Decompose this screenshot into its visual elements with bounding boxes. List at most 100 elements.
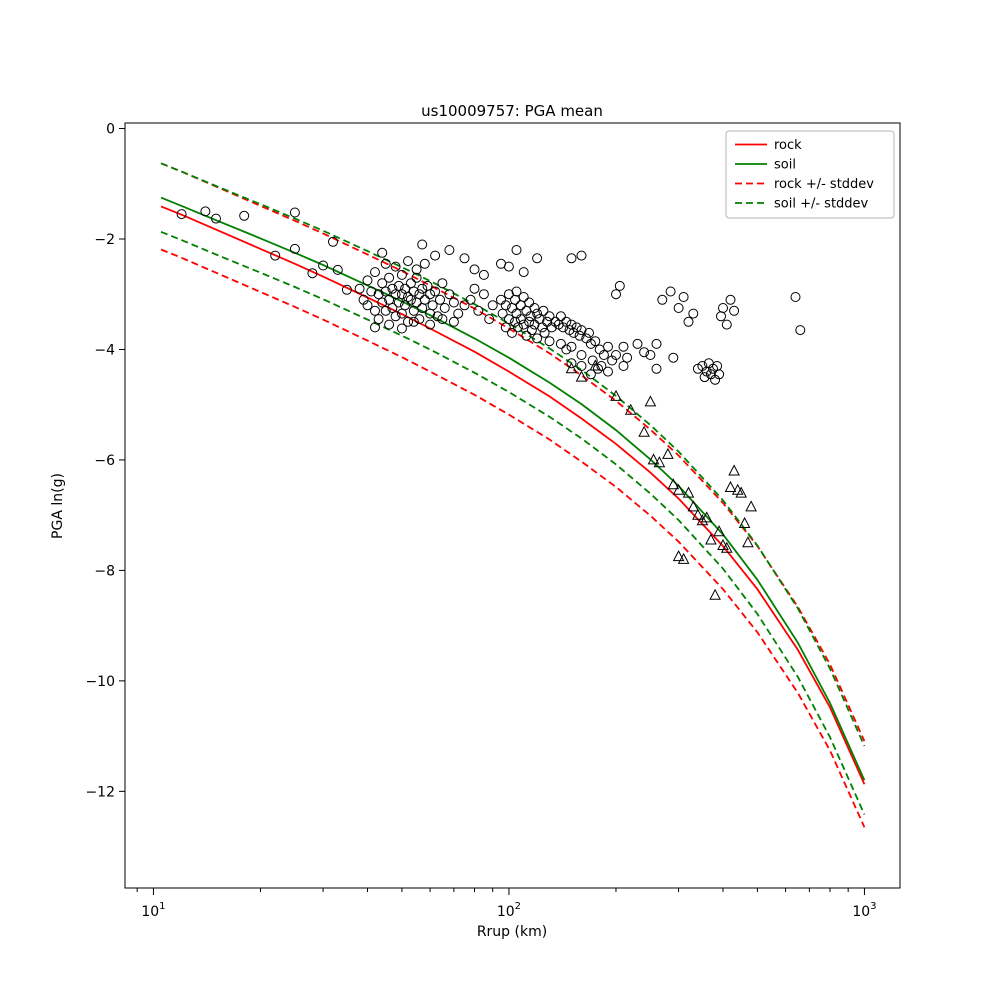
station-point-circle <box>366 286 377 297</box>
x-axis-ticks: 101 102 103 <box>136 888 877 920</box>
station-point-circle <box>503 289 514 300</box>
station-point-circle <box>448 316 459 327</box>
station-point-triangle <box>700 511 713 523</box>
station-point-circle <box>576 361 587 371</box>
station-point-circle <box>651 363 662 374</box>
station-point-circle <box>566 358 577 369</box>
station-point-circle <box>716 311 726 322</box>
station-point-circle <box>555 338 566 349</box>
station-point-circle <box>425 289 436 300</box>
station-point-circle <box>396 289 407 300</box>
station-point-triangle <box>728 464 740 476</box>
station-point-circle <box>414 289 425 300</box>
x-tick-label: 103 <box>852 901 876 920</box>
station-point-circle <box>611 289 621 300</box>
station-point-circle <box>593 363 603 374</box>
station-point-circle <box>544 311 555 322</box>
station-point-circle <box>377 247 388 258</box>
station-point-circle <box>459 300 470 311</box>
station-point-circle <box>790 292 801 302</box>
station-point-circle <box>525 311 536 322</box>
soil-mean-line <box>160 196 866 781</box>
station-point-circle <box>532 333 543 344</box>
station-point-circle <box>639 347 650 358</box>
station-point-circle <box>544 336 555 347</box>
station-point-circle <box>529 303 540 313</box>
station-point-circle <box>437 314 448 325</box>
station-point-circle <box>448 297 459 308</box>
station-point-circle <box>427 300 438 311</box>
station-point-circle <box>390 261 401 272</box>
station-point-circle <box>618 361 629 371</box>
station-point-circle <box>524 297 535 308</box>
station-point-circle <box>417 283 428 294</box>
x-axis-label: Rrup (km) <box>477 924 547 940</box>
station-point-circle <box>403 316 413 327</box>
station-point-triangle <box>720 541 733 553</box>
station-point-circle <box>473 305 484 316</box>
station-point-circle <box>362 300 373 311</box>
station-point-triangle <box>589 359 602 371</box>
rock-plus-stddev-line <box>160 162 866 742</box>
station-point-circle <box>358 294 369 305</box>
station-point-triangle <box>677 552 690 564</box>
station-point-circle <box>239 210 250 221</box>
x-tick-label: 101 <box>141 901 165 920</box>
station-point-circle <box>721 319 732 330</box>
station-point-circle <box>390 311 401 322</box>
station-point-triangle <box>672 483 685 495</box>
station-point-circle <box>618 341 629 352</box>
station-point-circle <box>725 294 736 305</box>
station-point-circle <box>419 258 430 269</box>
station-point-circle <box>403 256 413 267</box>
station-point-circle <box>307 268 318 279</box>
station-point-circle <box>417 239 428 250</box>
station-point-circle <box>469 283 480 294</box>
station-point-circle <box>555 311 566 322</box>
station-point-triangle <box>735 486 748 498</box>
station-point-circle <box>524 316 535 327</box>
station-point-circle <box>510 294 520 305</box>
station-point-circle <box>354 283 365 294</box>
station-point-circle <box>425 319 436 330</box>
station-point-circle <box>651 338 662 349</box>
station-point-triangle <box>705 533 717 545</box>
station-point-circle <box>603 341 613 352</box>
station-point-circle <box>657 294 668 305</box>
station-point-circle <box>387 283 398 294</box>
station-point-circle <box>380 258 391 269</box>
y-tick-label: −6 <box>94 453 115 469</box>
station-point-circle <box>373 289 384 300</box>
scatter-circles <box>176 206 806 385</box>
rock-mean-line <box>160 205 866 785</box>
y-tick-label: −10 <box>85 674 115 690</box>
station-point-triangle <box>644 395 657 407</box>
station-point-circle <box>408 316 419 327</box>
station-point-circle <box>370 322 380 333</box>
station-point-triangle <box>565 362 578 374</box>
y-tick-label: −2 <box>94 232 115 248</box>
station-point-triangle <box>724 480 737 492</box>
rock-minus-stddev-line <box>160 248 866 828</box>
station-point-circle <box>459 253 470 264</box>
station-point-circle <box>665 286 676 297</box>
station-point-triangle <box>696 514 709 526</box>
station-point-circle <box>729 305 740 316</box>
station-point-circle <box>537 322 548 333</box>
station-point-circle <box>411 272 422 283</box>
station-point-circle <box>576 350 587 360</box>
station-point-circle <box>518 292 529 302</box>
station-point-triangle <box>713 525 725 537</box>
station-point-circle <box>435 294 445 305</box>
station-point-circle <box>532 253 543 264</box>
station-point-circle <box>795 325 806 336</box>
soil-minus-stddev-line <box>160 230 866 815</box>
station-point-circle <box>611 350 621 360</box>
legend-box <box>725 130 895 219</box>
station-point-circle <box>518 319 529 330</box>
station-point-circle <box>645 350 656 360</box>
station-point-triangle <box>687 500 700 512</box>
station-point-circle <box>270 250 281 261</box>
station-point-triangle <box>638 425 650 437</box>
